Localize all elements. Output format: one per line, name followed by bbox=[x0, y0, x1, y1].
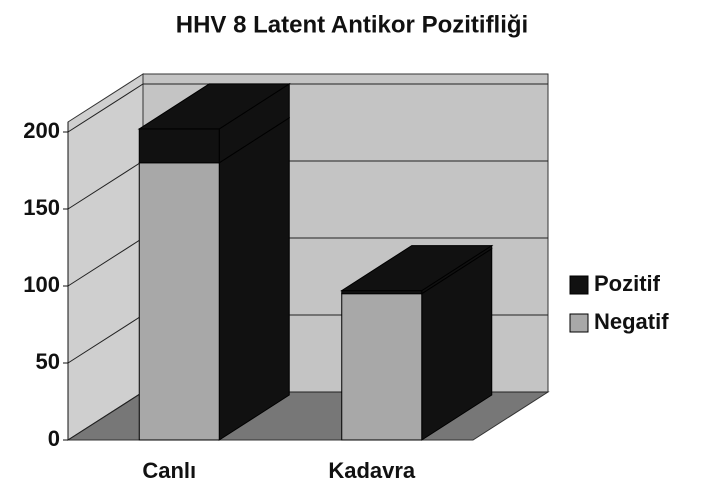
y-tick-label: 200 bbox=[23, 118, 60, 143]
y-tick-label: 100 bbox=[23, 272, 60, 297]
bar bbox=[138, 128, 220, 164]
bar-top bbox=[137, 83, 291, 130]
bar bbox=[138, 162, 220, 441]
bar-top bbox=[340, 245, 494, 292]
legend-label: Negatif bbox=[594, 309, 669, 334]
legend-swatch bbox=[569, 313, 589, 333]
bar bbox=[341, 293, 423, 441]
side-wall bbox=[67, 73, 144, 441]
x-tick-label: Canlı bbox=[142, 458, 196, 483]
grid-line bbox=[67, 83, 548, 133]
x-tick-label: Kadavra bbox=[328, 458, 416, 483]
y-tick-label: 150 bbox=[23, 195, 60, 220]
y-tick-label: 0 bbox=[48, 426, 60, 451]
legend-swatch bbox=[569, 275, 589, 295]
y-tick-label: 50 bbox=[36, 349, 60, 374]
chart-title: HHV 8 Latent Antikor Pozitifliği bbox=[176, 11, 528, 38]
bar-side bbox=[218, 116, 290, 441]
legend-label: Pozitif bbox=[594, 271, 661, 296]
